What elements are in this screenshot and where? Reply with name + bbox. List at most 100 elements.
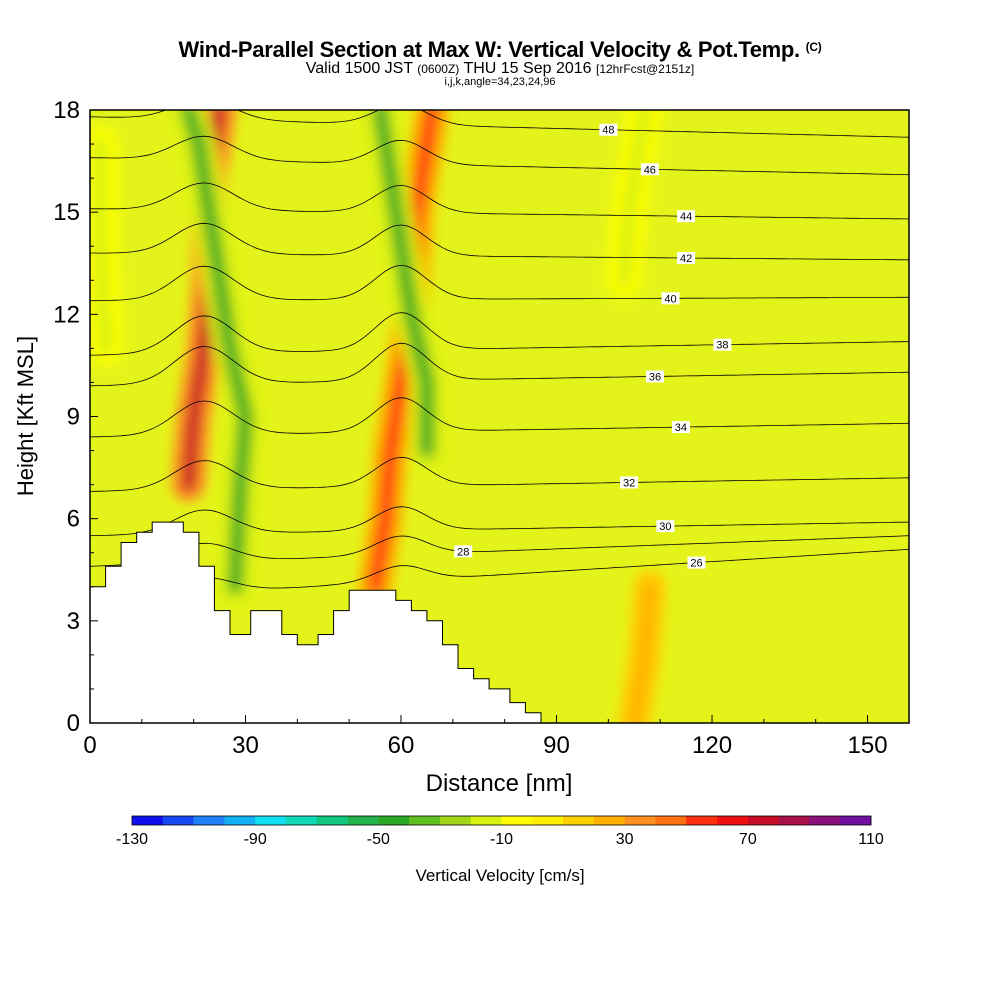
isentrope-label-42: 42: [680, 253, 692, 265]
isentrope-46: [90, 135, 909, 176]
isentrope-label-40: 40: [664, 293, 676, 305]
isentrope-40: [90, 264, 909, 302]
isentrope-label-bg-26: [687, 556, 706, 569]
colorbar-swatch: [809, 816, 841, 825]
isentrope-label-28: 28: [457, 546, 469, 558]
colorbar-swatch: [316, 816, 348, 825]
isentrope-34: [90, 397, 909, 438]
colorbar-swatch: [255, 816, 287, 825]
colorbar-tick-label: -130: [116, 831, 148, 848]
colorbar-label: Vertical Velocity [cm/s]: [415, 866, 584, 885]
downdraft-2: [373, 110, 434, 458]
x-tick-label: 0: [83, 732, 96, 759]
y-tick-label: 15: [53, 199, 80, 226]
colorbar-swatch: [132, 816, 164, 825]
colorbar-swatch: [470, 816, 502, 825]
isentrope-28: [90, 535, 909, 567]
isentrope-36: [90, 342, 909, 387]
isentrope-26: [90, 548, 909, 601]
isentrope-lines: 26 28 30 32 34 36 38 40 42 44 46 48: [90, 110, 909, 601]
y-tick-label: 0: [67, 710, 80, 737]
colorbar-frame: [131, 815, 872, 826]
colorbar-swatch: [439, 816, 472, 825]
x-tick-label: 60: [388, 732, 415, 759]
isentrope-label-bg-38: [713, 338, 732, 351]
isentrope-38: [90, 312, 909, 356]
isentrope-label-bg-48: [599, 123, 618, 136]
isentrope-label-bg-34: [671, 421, 690, 434]
isentrope-label-bg-46: [640, 163, 659, 176]
downdraft-4: [93, 137, 113, 356]
colorbar-swatch: [347, 816, 379, 825]
colorbar-swatch: [193, 816, 225, 825]
x-tick-label: 150: [848, 732, 888, 759]
isentrope-30: [90, 506, 909, 537]
updraft-2: [368, 110, 440, 594]
isentrope-label-26: 26: [690, 558, 702, 570]
downdraft-3: [616, 110, 652, 288]
terrain: [90, 521, 542, 723]
colorbar-swatch: [593, 816, 625, 825]
isentrope-label-bg-36: [646, 370, 665, 383]
x-tick-label: 30: [232, 732, 259, 759]
subtitle-valid: Valid 1500 JST: [305, 60, 413, 77]
isentrope-label-bg-42: [677, 251, 696, 264]
isentrope-label-44: 44: [680, 211, 692, 223]
colorbar-swatch: [717, 816, 749, 825]
colorbar-swatch: [378, 816, 410, 825]
isentrope-label-36: 36: [649, 371, 661, 383]
colorbar-swatch: [224, 816, 256, 825]
colorbar-swatch: [409, 816, 441, 825]
isentrope-label-bg-32: [620, 476, 639, 489]
colorbar-swatch: [778, 816, 810, 825]
isentrope-label-34: 34: [675, 422, 687, 434]
downdraft-1: [181, 110, 253, 594]
chart-subtitle: Valid 1500 JST (0600Z) THU 15 Sep 2016 […: [0, 60, 1000, 78]
y-tick-label: 9: [67, 404, 80, 431]
subtitle-date: THU 15 Sep 2016: [463, 60, 592, 77]
x-tick-label: 90: [543, 732, 570, 759]
isentrope-label-bg-44: [677, 210, 696, 223]
isentrope-label-32: 32: [623, 477, 635, 489]
colorbar: -130 -90 -50 -10 30 70 110: [116, 815, 884, 848]
chart-meta: i,j,k,angle=34,23,24,96: [444, 76, 556, 88]
y-tick-label: 12: [53, 301, 80, 328]
colorbar-tick-label: 70: [739, 831, 757, 848]
colorbar-swatch: [624, 816, 656, 825]
updraft-3: [627, 579, 657, 723]
isentrope-32: [90, 456, 909, 492]
colorbar-swatch: [532, 816, 564, 825]
subtitle-utc: (0600Z): [417, 62, 460, 76]
colorbar-swatch: [563, 816, 595, 825]
isentrope-label-bg-28: [454, 545, 473, 558]
colorbar-swatch: [655, 816, 687, 825]
colorbar-tick-label: -50: [367, 831, 390, 848]
colorbar-swatch: [840, 816, 872, 825]
chart-title-text: Wind-Parallel Section at Max W: Vertical…: [178, 37, 801, 62]
isentrope-label-46: 46: [644, 164, 656, 176]
colorbar-tick-label: -10: [490, 831, 513, 848]
colorbar-swatch: [162, 816, 194, 825]
isentrope-label-48: 48: [602, 125, 614, 137]
subtitle-fcst: [12hrFcst@2151z]: [595, 62, 695, 76]
isentrope-48: [90, 110, 909, 138]
isentrope-42: [90, 222, 909, 261]
isentrope-label-30: 30: [659, 521, 671, 533]
isentrope-label-bg-40: [661, 292, 680, 305]
colorbar-tick-label: 30: [616, 831, 634, 848]
y-tick-label: 18: [53, 97, 80, 124]
colorbar-tick-label: 110: [858, 831, 884, 848]
vertical-velocity-field: 26 28 30 32 34 36 38 40 42 44 46 48: [90, 110, 909, 723]
colorbar-swatch: [747, 816, 779, 825]
isentrope-label-38: 38: [716, 340, 728, 352]
x-axis-label: Distance [nm]: [426, 770, 573, 797]
isentrope-44: [90, 182, 909, 220]
y-axis-label: Height [Kft MSL]: [13, 336, 38, 496]
colorbar-tick-label: -90: [244, 831, 267, 848]
title-unit: (C): [805, 40, 822, 54]
colorbar-swatch: [285, 816, 318, 825]
chart-title: Wind-Parallel Section at Max W: Vertical…: [0, 37, 1000, 63]
x-tick-label: 120: [692, 732, 732, 759]
colorbar-swatch: [686, 816, 718, 825]
